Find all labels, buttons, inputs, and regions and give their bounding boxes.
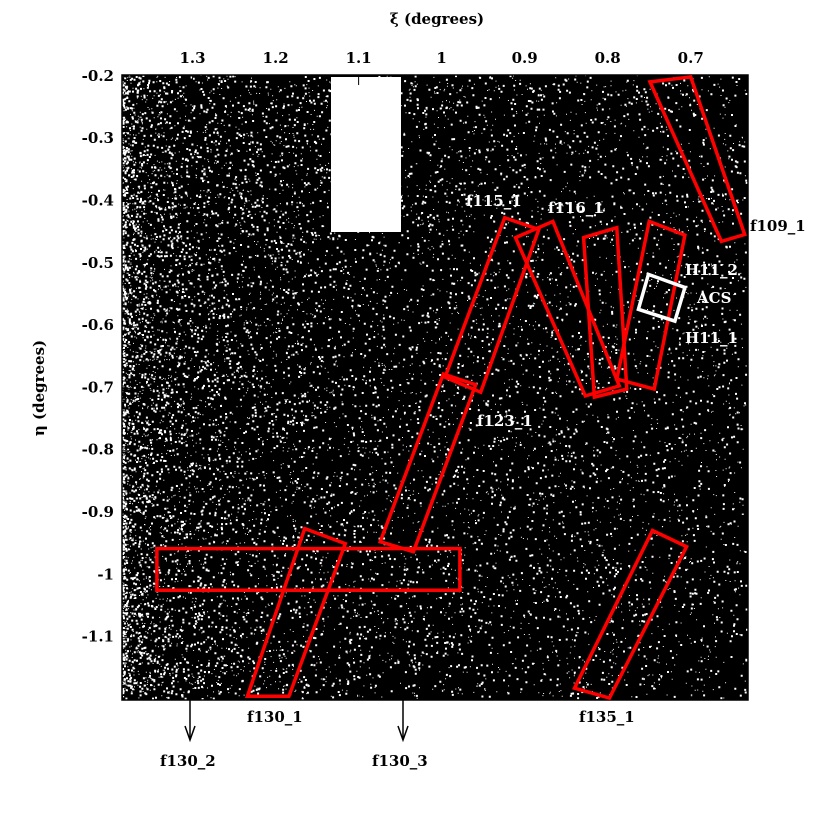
x-tick-label: 0.9 bbox=[512, 49, 538, 67]
field-label: H11_1 bbox=[685, 329, 738, 347]
y-tick-label: -0.9 bbox=[82, 503, 114, 521]
y-tick-label: -0.7 bbox=[82, 378, 114, 396]
field-outline bbox=[636, 272, 688, 324]
y-tick-label: -1 bbox=[97, 565, 114, 583]
field-label: f115_1 bbox=[466, 192, 522, 210]
y-tick-label: -1.1 bbox=[82, 628, 114, 646]
arrow-head bbox=[397, 725, 409, 743]
field-label: f109_1 bbox=[750, 217, 806, 235]
star-dots bbox=[122, 75, 748, 700]
field-label: f130_3 bbox=[372, 752, 428, 770]
x-tick-label: 0.8 bbox=[595, 49, 621, 67]
x-tick-label: 1.2 bbox=[263, 49, 289, 67]
field-outline bbox=[614, 219, 687, 392]
x-tick-label: 1 bbox=[436, 49, 446, 67]
field-label: f123_1 bbox=[477, 412, 533, 430]
x-tick-label: 0.7 bbox=[678, 49, 704, 67]
star-field bbox=[122, 75, 748, 700]
field-label: f130_2 bbox=[160, 752, 216, 770]
y-tick-label: -0.4 bbox=[82, 191, 114, 209]
y-tick-label: -0.3 bbox=[82, 129, 114, 147]
field-label: ACS bbox=[696, 289, 731, 307]
x-tick-label: 1.3 bbox=[180, 49, 206, 67]
x-axis-title: ξ (degrees) bbox=[390, 10, 484, 28]
arrow-head bbox=[184, 725, 196, 743]
field-outline bbox=[647, 74, 747, 244]
field-outline bbox=[581, 225, 629, 400]
field-outline bbox=[442, 215, 542, 395]
plot-frame bbox=[121, 74, 749, 701]
y-tick-label: -0.2 bbox=[82, 67, 114, 85]
y-axis-title: η (degrees) bbox=[30, 340, 48, 436]
x-tick-label: 1.1 bbox=[346, 49, 372, 67]
field-outline bbox=[513, 219, 622, 399]
y-tick-label: -0.6 bbox=[82, 316, 114, 334]
y-tick-label: -0.5 bbox=[82, 254, 114, 272]
chip-gap bbox=[331, 77, 401, 232]
y-tick-label: -0.8 bbox=[82, 441, 114, 459]
field-outline bbox=[244, 526, 348, 699]
field-outline bbox=[571, 528, 689, 701]
field-label: f135_1 bbox=[579, 708, 635, 726]
field-label: f116_1 bbox=[548, 199, 604, 217]
field-label: H11_2 bbox=[685, 261, 738, 279]
field-outline bbox=[155, 546, 462, 593]
field-label: f130_1 bbox=[247, 708, 303, 726]
